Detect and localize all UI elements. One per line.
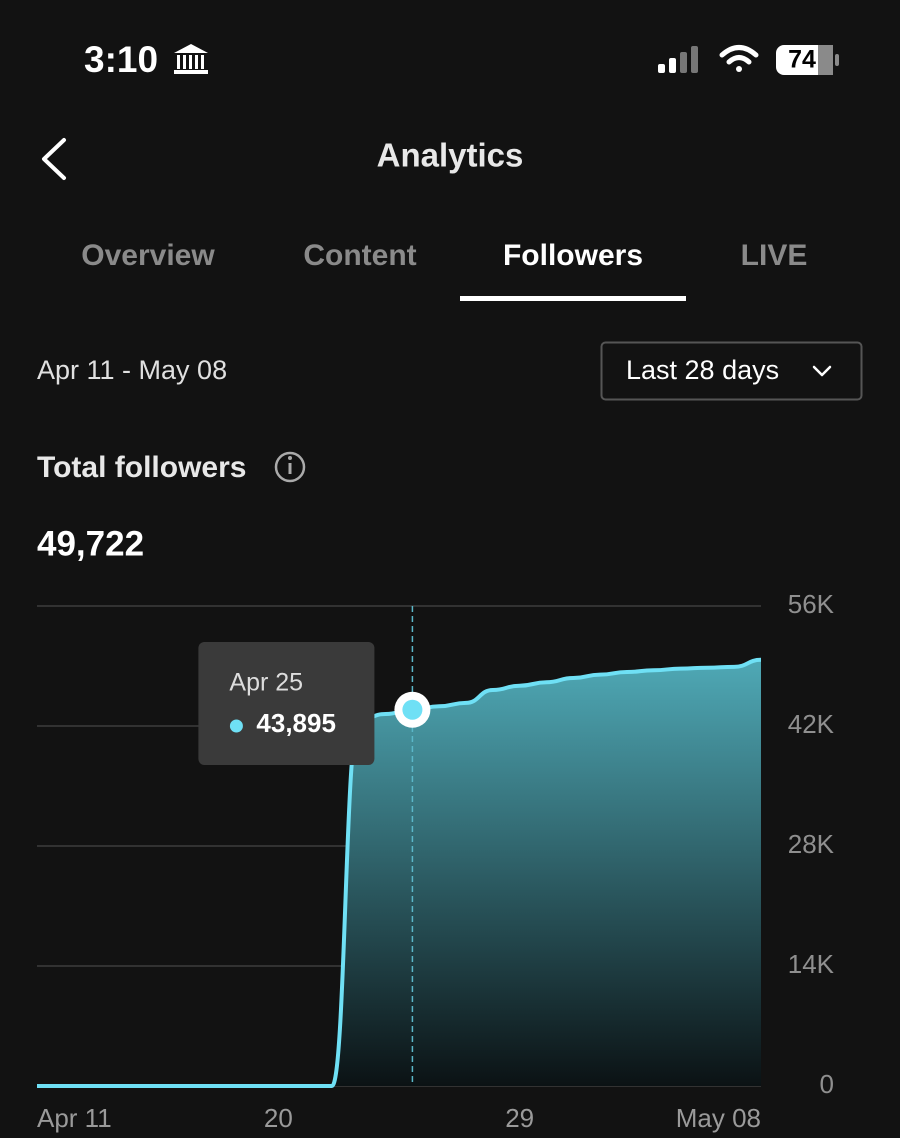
x-tick-label: 29: [505, 1103, 534, 1133]
tab[interactable]: Content: [303, 239, 416, 272]
battery-level: 74: [788, 46, 816, 74]
header-title: Analytics: [377, 137, 524, 174]
x-tick-label: May 08: [676, 1103, 761, 1133]
battery-empty: [818, 45, 833, 75]
info-icon[interactable]: [274, 451, 306, 483]
tooltip: [198, 642, 375, 765]
y-tick-label: 28K: [788, 829, 835, 859]
tooltip-dot: [229, 719, 243, 733]
highlight-point: [402, 699, 423, 720]
tab-indicator: [460, 296, 686, 301]
y-tick-label: 56K: [788, 589, 835, 619]
area-fill: [37, 659, 761, 1086]
signal-icon: [658, 46, 698, 73]
x-tick-label: 20: [264, 1103, 293, 1133]
summary-value: 49,722: [37, 524, 144, 563]
dropdown-chevron: [812, 365, 832, 377]
tooltip-label: Apr 25: [229, 669, 303, 697]
tooltip-value: 43,895: [256, 708, 336, 738]
tab-bar: Overview Content Followers LIVE: [81, 239, 807, 301]
tab[interactable]: LIVE: [741, 239, 808, 272]
wifi-icon: [719, 45, 759, 72]
period-selector[interactable]: Last 28 days: [626, 355, 779, 385]
bank-icon: [174, 44, 208, 74]
chart: 0 14K 28K 42K 56K Apr 11 20 29 May 08 Apr 25 43,89…: [36, 589, 835, 1133]
back-button[interactable]: [42, 138, 66, 180]
tab[interactable]: Overview: [81, 239, 215, 272]
status-time: 3:10: [84, 39, 158, 80]
date-range: Apr 11 - May 08: [37, 355, 227, 385]
y-tick-label: 0: [820, 1069, 834, 1099]
x-tick-label: Apr 11: [37, 1103, 112, 1133]
summary-label: Total followers: [37, 451, 246, 484]
tab[interactable]: Followers: [503, 239, 643, 272]
y-tick-label: 42K: [788, 709, 835, 739]
battery-tip: [835, 54, 839, 66]
period-dropdown[interactable]: [600, 341, 863, 401]
y-tick-label: 14K: [788, 949, 835, 979]
area-line: [36, 657, 762, 1089]
